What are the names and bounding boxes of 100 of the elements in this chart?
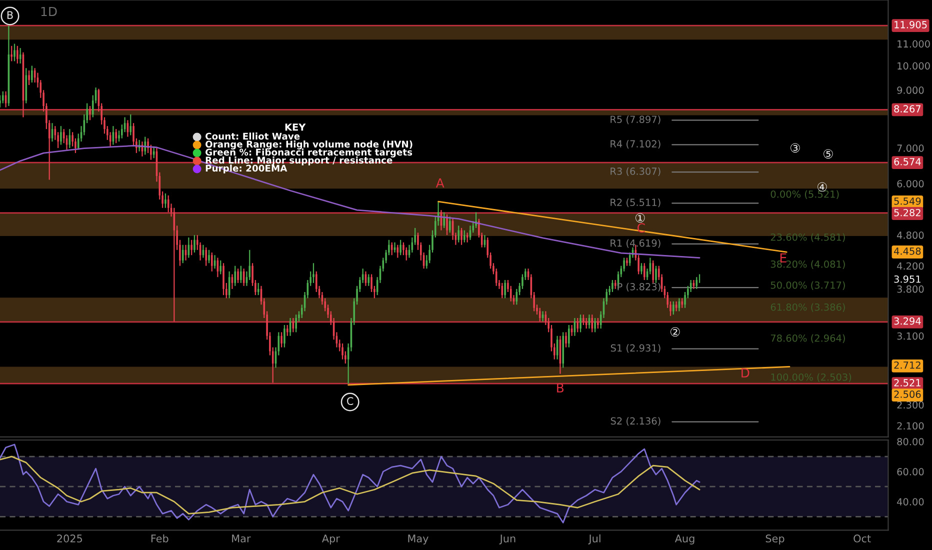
annotation: ④ <box>818 182 827 192</box>
candlestick <box>60 126 62 146</box>
candlestick <box>696 276 698 290</box>
y-tick-label: 11.000 <box>898 40 930 48</box>
candlestick <box>237 268 239 284</box>
y-tick-label: 60.00 <box>897 468 924 476</box>
text: 2.506 <box>894 390 921 398</box>
text: 4.458 <box>894 247 921 255</box>
annotation: 50.00% (3.717) <box>770 281 845 290</box>
ref-line-label: R2 (5.511) <box>610 198 660 208</box>
candlestick <box>443 212 445 229</box>
ref-line-label: R1 (4.619) <box>610 239 660 248</box>
chart-title: 1D <box>41 6 57 16</box>
candlestick <box>16 45 18 64</box>
ref-line-label: R4 (7.102) <box>610 140 660 149</box>
candlestick <box>597 317 599 330</box>
candlestick <box>565 332 567 348</box>
candlestick <box>580 314 582 333</box>
candlestick <box>582 314 584 326</box>
y-tick-label: 40.00 <box>897 498 924 506</box>
ref-line-label: 2.521 <box>894 379 920 386</box>
annotation: ③ <box>790 143 800 153</box>
annotation: C <box>637 223 645 233</box>
x-tick-label: Aug <box>674 534 694 544</box>
candlestick <box>164 192 166 208</box>
candlestick <box>591 314 594 333</box>
x-tick-label: Apr <box>322 534 340 544</box>
candlestick <box>538 307 541 322</box>
candlestick <box>240 265 242 284</box>
candlestick <box>208 249 210 264</box>
ref-line-label: 3.294 <box>894 317 921 325</box>
candlestick <box>222 262 224 296</box>
candlestick <box>446 214 448 236</box>
candlestick <box>89 105 91 121</box>
candlestick <box>568 324 570 348</box>
candlestick <box>464 230 466 243</box>
candlestick <box>640 262 642 275</box>
ref-line-label: S1 (2.931) <box>610 344 660 353</box>
x-tick-label: Oct <box>854 534 871 542</box>
candlestick <box>612 279 614 293</box>
candlestick <box>368 274 370 286</box>
annotation: ① <box>635 213 645 223</box>
candlestick <box>594 317 596 333</box>
ref-line-label: 8.267 <box>894 105 921 112</box>
candlestick <box>14 43 16 62</box>
x-tick-label: Jul <box>588 534 600 544</box>
annotation: D <box>742 368 750 378</box>
x-tick-label: Jun <box>499 534 516 544</box>
candlestick <box>672 300 674 316</box>
candlestick <box>115 128 118 144</box>
candlestick <box>655 265 657 284</box>
annotation: Green %: Fibonacci retracement targets <box>206 148 412 158</box>
y-tick-label: 9.000 <box>897 86 924 94</box>
candlestick <box>280 332 282 348</box>
annotation: A <box>436 178 444 188</box>
ref-line-label: 6.574 <box>894 158 921 166</box>
y-tick-label: 80.00 <box>897 438 924 446</box>
y-tick-label: 6.000 <box>897 180 924 188</box>
annotation: B <box>557 383 564 392</box>
y-tick-label: 2.300 <box>897 401 924 409</box>
annotation: ② <box>670 327 680 337</box>
annotation: 78.60% (2.964) <box>770 334 845 343</box>
y-tick-label: 4.200 <box>897 262 924 270</box>
candlestick <box>205 246 207 266</box>
candlestick <box>194 234 196 254</box>
candlestick <box>284 324 286 348</box>
candlestick <box>10 45 13 62</box>
candlestick <box>234 265 236 286</box>
annotation: ⑤ <box>824 149 833 159</box>
annotation: 38.20% (4.081) <box>770 260 845 269</box>
candlestick <box>295 314 297 333</box>
candlestick <box>130 114 132 136</box>
x-tick-label: Sep <box>766 534 784 544</box>
candlestick <box>31 65 33 84</box>
candlestick <box>28 70 30 86</box>
candlestick <box>342 342 344 360</box>
annotation: Count: Elliot Wave <box>206 132 300 140</box>
candlestick <box>286 324 288 336</box>
candlestick <box>2 90 4 104</box>
candlestick <box>400 239 402 256</box>
candlestick <box>576 317 579 333</box>
y-tick-label: 4.800 <box>897 232 924 239</box>
candlestick <box>144 136 146 156</box>
candlestick <box>643 262 646 281</box>
candlestick <box>652 260 654 284</box>
ref-line-label: 5.282 <box>894 208 920 216</box>
candlestick <box>458 225 460 243</box>
text: 3.951 <box>894 275 920 283</box>
ref-line-label: R3 (6.307) <box>610 167 660 176</box>
text: 5.549 <box>894 197 921 205</box>
candlestick <box>405 246 408 261</box>
annotation: B <box>7 11 13 19</box>
candlestick <box>220 260 222 275</box>
annotation: 0.00% (5.521) <box>770 190 839 199</box>
candlestick <box>460 227 462 246</box>
candlestick <box>504 279 506 299</box>
candlestick <box>182 244 184 264</box>
candlestick <box>190 239 192 256</box>
candlestick <box>449 216 451 234</box>
x-tick-label: Feb <box>151 534 168 542</box>
